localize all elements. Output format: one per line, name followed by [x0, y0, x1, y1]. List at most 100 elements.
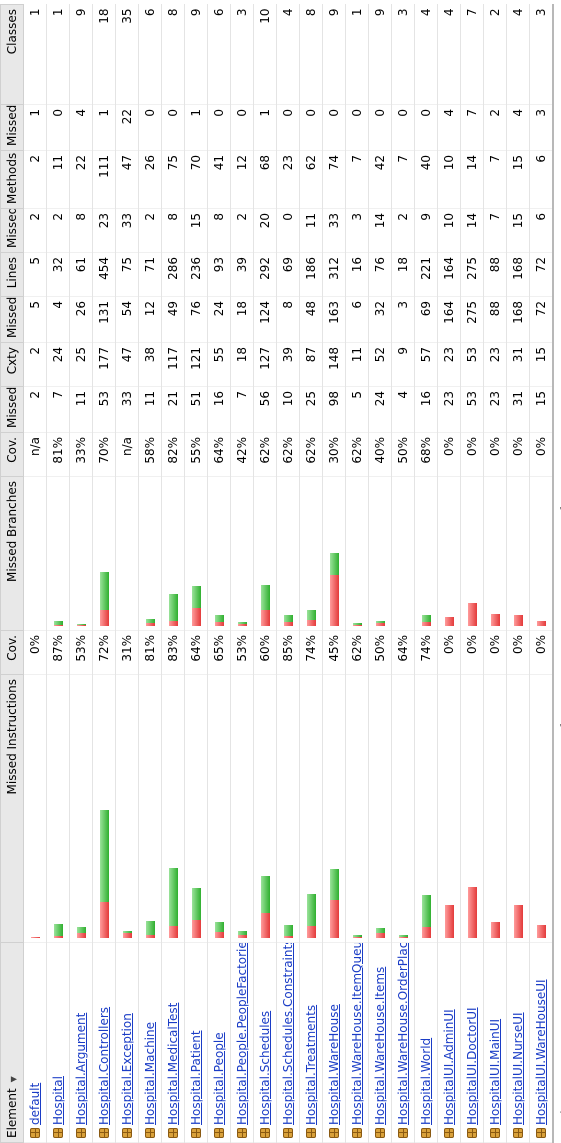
table-row: Hospital.WareHouse 45% 30% 98 148 163 312 33 74 0…: [322, 4, 346, 1143]
package-link[interactable]: Hospital.Treatments: [304, 1004, 318, 1125]
missed-instructions-bar: [352, 937, 362, 938]
classes: 4: [414, 4, 438, 105]
instructions-coverage: 64%: [391, 630, 415, 675]
table-row: HospitalUI.DoctorUI 0% 0% 53 53 275 275 14 14 7 7: [460, 4, 484, 1143]
instructions-coverage: 31%: [115, 630, 139, 675]
methods: 42: [368, 150, 392, 209]
package-link[interactable]: HospitalUI.WareHouseUI: [534, 979, 548, 1125]
missed-branches-bar: [421, 622, 431, 626]
element-cell: HospitalUI.AdminUI: [437, 942, 461, 1143]
package-link[interactable]: Hospital.Argument: [74, 1012, 88, 1125]
complexity: 11: [345, 342, 369, 387]
package-link[interactable]: Hospital.WareHouse.Items: [373, 966, 387, 1125]
total-branches: 515 of 999: [553, 476, 561, 631]
missed-branches-bar: [375, 623, 385, 626]
lines: 39: [230, 252, 254, 297]
package-link[interactable]: Hospital.Patient: [189, 1030, 203, 1125]
missed-lines-header[interactable]: Missed: [0, 296, 24, 343]
total-complexity: 1,299: [553, 342, 561, 387]
branches-bar: [237, 481, 247, 626]
package-icon: [76, 1128, 86, 1138]
methods: 74: [322, 150, 346, 209]
instructions-coverage: 53%: [69, 630, 93, 675]
table-row: HospitalUI.WareHouseUI 0% 0% 15 15 72 72 6 6 3 3: [529, 4, 553, 1143]
missed-classes: 0: [207, 104, 231, 151]
classes: 9: [368, 4, 392, 105]
missed-complexity: 56: [253, 386, 277, 433]
branches-coverage: 0%: [483, 432, 507, 477]
package-link[interactable]: HospitalUI.DoctorUI: [465, 1007, 479, 1125]
missed-methods: 15: [506, 208, 530, 253]
branches-coverage-header[interactable]: Cov.: [0, 432, 24, 477]
package-link[interactable]: Hospital.Schedules.Constraints: [281, 942, 295, 1126]
missed-branches-header[interactable]: Missed Branches: [0, 476, 24, 631]
package-link[interactable]: Hospital.Controllers: [97, 1006, 111, 1125]
lines: 16: [345, 252, 369, 297]
branches-bar: [191, 481, 201, 626]
package-link[interactable]: HospitalUI.AdminUI: [442, 1009, 456, 1125]
missed-complexity: 21: [161, 386, 185, 433]
missed-instructions-bar-cell: [483, 674, 507, 943]
package-link[interactable]: Hospital.People.PeopleFactories: [235, 942, 249, 1126]
missed-branches-bar-cell: [230, 476, 254, 631]
package-link[interactable]: HospitalUI.MainUI: [488, 1018, 502, 1125]
package-link[interactable]: Hospital.World: [419, 1037, 433, 1125]
package-link[interactable]: Hospital.Machine: [143, 1021, 157, 1125]
header-row: Element▼ Missed Instructions Cov. Missed…: [0, 4, 24, 1143]
table-row: default 0% n/a 2 2 5 5 2 2 1 1: [23, 4, 47, 1143]
element-cell: Hospital.Schedules.Constraints: [276, 942, 300, 1143]
instructions-coverage: 62%: [345, 630, 369, 675]
classes-header[interactable]: Classes: [0, 4, 24, 105]
package-link[interactable]: Hospital.Schedules: [258, 1010, 272, 1125]
package-link[interactable]: Hospital.Exception: [120, 1013, 134, 1125]
branches-coverage: 33%: [69, 432, 93, 477]
instructions-coverage-header[interactable]: Cov.: [0, 630, 24, 675]
missed-branches-bar-cell: [345, 476, 369, 631]
package-link[interactable]: Hospital.WareHouse.ItemQueues: [350, 942, 364, 1126]
missed-methods: 2: [391, 208, 415, 253]
instructions-bar: [513, 679, 523, 938]
missed-instructions-bar: [536, 925, 546, 938]
missed-classes: 3: [529, 104, 553, 151]
package-link[interactable]: HospitalUI.NurseUI: [511, 1012, 525, 1125]
missed-methods: 11: [299, 208, 323, 253]
package-link[interactable]: default: [28, 1082, 42, 1125]
missed-instructions-bar: [260, 913, 270, 938]
branches-coverage: 0%: [460, 432, 484, 477]
instructions-bar: [444, 679, 454, 938]
missed-branches-bar-cell: [253, 476, 277, 631]
covered-branches-bar: [329, 553, 339, 575]
missed-instructions-header[interactable]: Missed Instructions: [0, 674, 24, 943]
package-link[interactable]: Hospital.WareHouse.OrderPlacers: [396, 942, 410, 1126]
complexity: 23: [483, 342, 507, 387]
methods: 75: [161, 150, 185, 209]
missed-classes: 0: [414, 104, 438, 151]
missed-classes: 1: [184, 104, 208, 151]
table-row: Hospital.Machine 81% 58% 11 38 12 71 2 26 0 6: [138, 4, 162, 1143]
element-cell: Hospital.Machine: [138, 942, 162, 1143]
package-link[interactable]: Hospital: [51, 1076, 65, 1125]
methods-header[interactable]: Methods: [0, 150, 24, 209]
element-column-header[interactable]: Element▼: [0, 942, 24, 1143]
lines: 18: [391, 252, 415, 297]
missed-methods: 2: [46, 208, 70, 253]
package-icon: [122, 1128, 132, 1138]
package-link[interactable]: Hospital.MedicalTest: [166, 1002, 180, 1125]
lines: 5: [23, 252, 47, 297]
complexity-header[interactable]: Cxty: [0, 342, 24, 387]
missed-classes-header[interactable]: Missed: [0, 104, 24, 151]
missed-methods-header[interactable]: Missed: [0, 208, 24, 253]
instructions-bar: [76, 679, 86, 938]
covered-branches-bar: [53, 621, 63, 625]
branches-coverage: 82%: [161, 432, 185, 477]
missed-branches-bar-cell: [92, 476, 116, 631]
missed-complexity: 23: [483, 386, 507, 433]
complexity: 18: [230, 342, 254, 387]
instructions-coverage: 74%: [299, 630, 323, 675]
package-link[interactable]: Hospital.People: [212, 1032, 226, 1125]
missed-branches-bar: [76, 625, 86, 626]
lines-header[interactable]: Lines: [0, 252, 24, 297]
branches-bar: [214, 481, 224, 626]
missed-complexity-header[interactable]: Missed: [0, 386, 24, 433]
package-link[interactable]: Hospital.WareHouse: [327, 1004, 341, 1125]
